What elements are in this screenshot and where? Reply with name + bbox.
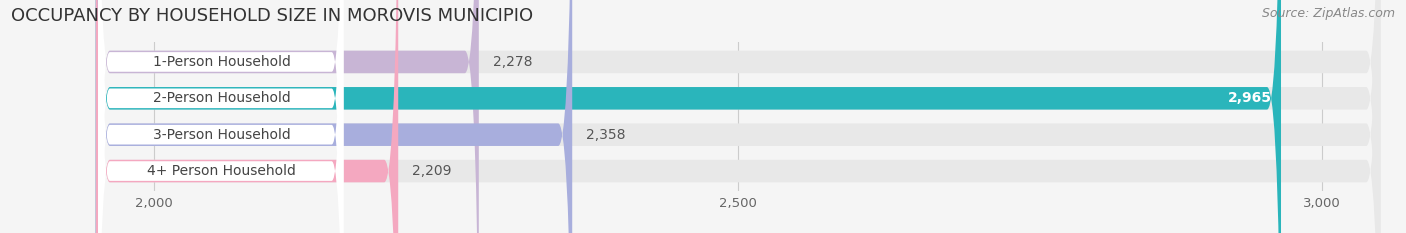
FancyBboxPatch shape — [96, 0, 1381, 233]
Text: 2-Person Household: 2-Person Household — [153, 91, 291, 105]
FancyBboxPatch shape — [96, 0, 1381, 233]
Text: 2,358: 2,358 — [586, 128, 626, 142]
FancyBboxPatch shape — [98, 0, 343, 233]
Text: 4+ Person Household: 4+ Person Household — [148, 164, 297, 178]
FancyBboxPatch shape — [96, 0, 479, 233]
Text: 2,209: 2,209 — [412, 164, 451, 178]
FancyBboxPatch shape — [96, 0, 572, 233]
FancyBboxPatch shape — [96, 0, 398, 233]
FancyBboxPatch shape — [96, 0, 1381, 233]
FancyBboxPatch shape — [98, 0, 343, 233]
FancyBboxPatch shape — [96, 0, 1381, 233]
Text: OCCUPANCY BY HOUSEHOLD SIZE IN MOROVIS MUNICIPIO: OCCUPANCY BY HOUSEHOLD SIZE IN MOROVIS M… — [11, 7, 533, 25]
Text: Source: ZipAtlas.com: Source: ZipAtlas.com — [1261, 7, 1395, 20]
Text: 2,965: 2,965 — [1227, 91, 1271, 105]
Text: 3-Person Household: 3-Person Household — [153, 128, 291, 142]
Text: 1-Person Household: 1-Person Household — [153, 55, 291, 69]
FancyBboxPatch shape — [98, 0, 343, 233]
FancyBboxPatch shape — [96, 0, 1281, 233]
FancyBboxPatch shape — [98, 0, 343, 233]
Text: 2,278: 2,278 — [494, 55, 533, 69]
